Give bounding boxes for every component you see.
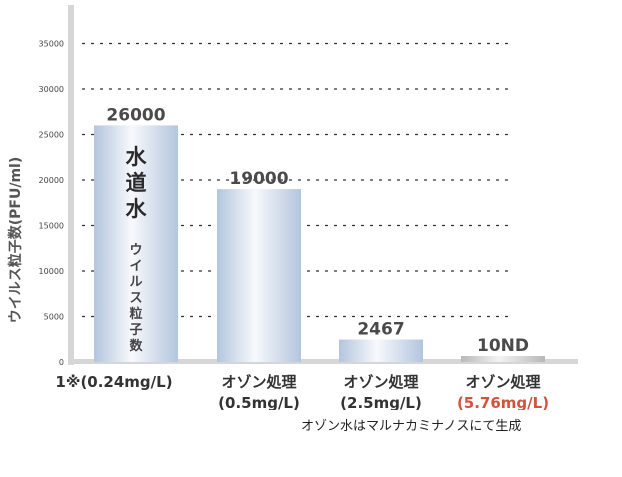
bar-inner-subtitle: イ — [129, 259, 142, 274]
y-tick-label: 5000 — [44, 313, 64, 322]
y-tick-label: 20000 — [39, 176, 64, 185]
bar — [339, 339, 423, 362]
x-category-label: オゾン処理 — [343, 373, 418, 391]
y-tick-label: 35000 — [39, 40, 64, 49]
bar-value-label: 2467 — [357, 320, 404, 340]
x-category-sublabel: (0.5mg/L) — [218, 394, 300, 410]
bar-inner-subtitle: 子 — [129, 323, 142, 338]
x-category-sublabel: (5.76mg/L) — [457, 394, 549, 410]
x-axis-line — [68, 359, 578, 364]
y-tick-label: 15000 — [39, 222, 64, 231]
bar-inner-subtitle: 数 — [129, 338, 143, 354]
bar-inner-title: 水 — [126, 197, 148, 221]
bar-chart: 0 5000 10000 15000 20000 25000 30000 35000 2600… — [7, 5, 578, 410]
x-category-sublabel: (2.5mg/L) — [340, 394, 422, 410]
bar — [94, 125, 178, 363]
x-category-label: オゾン処理 — [221, 373, 296, 391]
y-tick-label: 0 — [59, 358, 64, 367]
x-category-label: オゾン処理 — [465, 373, 540, 391]
bar-inner-subtitle: ス — [129, 291, 142, 306]
y-tick-label: 30000 — [39, 85, 64, 94]
y-axis-label: ウイルス粒子数(PFU/ml) — [7, 157, 24, 324]
y-tick-label: 25000 — [39, 131, 64, 140]
bar-inner-subtitle: ル — [129, 275, 142, 290]
bar-inner-title: 水 — [126, 145, 148, 169]
y-axis-line — [68, 5, 74, 365]
x-category-label: 1※(0.24mg/L) — [55, 373, 172, 391]
footnote: オゾン水はマルナカミナノスにて生成 — [301, 419, 522, 434]
bar-value-label: 19000 — [229, 169, 288, 189]
y-tick-label: 10000 — [39, 267, 64, 276]
bar-inner-subtitle: ウ — [129, 243, 142, 258]
bar-value-label: 10ND — [477, 336, 529, 356]
bar-value-label: 26000 — [106, 105, 165, 125]
bar — [217, 189, 301, 362]
bar-inner-title: 道 — [126, 171, 147, 195]
bar-inner-subtitle: 粒 — [129, 306, 142, 322]
bar — [461, 356, 545, 362]
